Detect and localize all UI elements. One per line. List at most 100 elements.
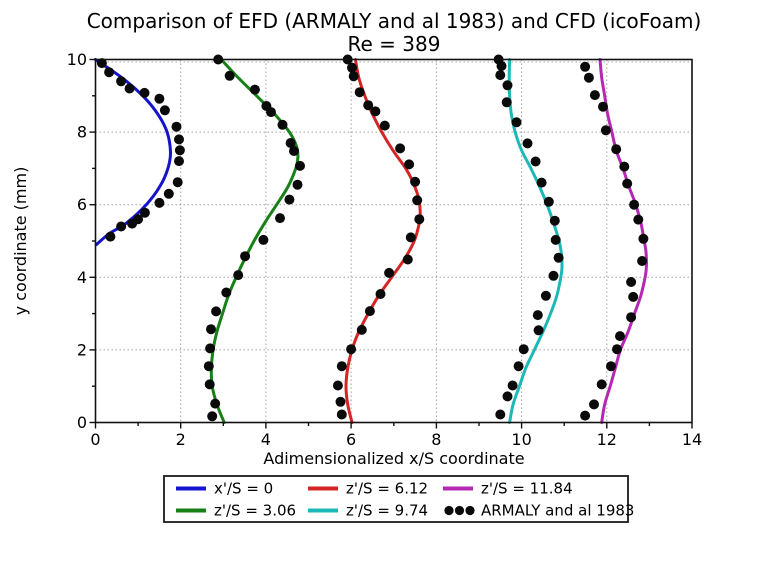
efd-dot: [174, 145, 185, 156]
efd-dot: [163, 188, 174, 199]
efd-dot: [598, 101, 608, 112]
legend-label: z'/S = 11.84: [481, 480, 573, 498]
efd-dot: [543, 196, 554, 207]
efd-dot: [629, 199, 640, 210]
legend-label: z'/S = 9.74: [346, 502, 428, 520]
efd-dot: [379, 120, 390, 131]
x-tick-label: 8: [431, 430, 441, 449]
efd-dot: [266, 107, 276, 118]
efd-dot: [139, 87, 150, 98]
efd-dot: [127, 218, 138, 229]
efd-dot: [507, 380, 518, 391]
efd-dot: [347, 62, 357, 73]
efd-dot: [174, 134, 184, 145]
efd-dot: [633, 214, 644, 225]
efd-dot: [502, 80, 513, 91]
efd-dot: [124, 83, 135, 94]
efd-dot: [292, 179, 303, 190]
efd-dot: [626, 312, 637, 323]
efd-dot: [600, 125, 611, 136]
efd-dot: [105, 231, 116, 242]
legend-dots-marker: [454, 505, 465, 516]
efd-dot: [285, 138, 296, 148]
x-tick-label: 6: [346, 430, 356, 449]
efd-dot: [172, 177, 183, 188]
efd-dot: [249, 84, 260, 95]
legend-dots-marker: [444, 505, 454, 516]
efd-dot: [203, 361, 214, 372]
efd-dot: [518, 344, 529, 355]
efd-dot: [513, 361, 524, 372]
legend-dots-marker: [465, 505, 475, 516]
efd-dot: [370, 106, 381, 117]
efd-dot: [207, 411, 218, 422]
efd-dot: [104, 67, 115, 78]
efd-dot: [174, 156, 184, 167]
efd-dot: [540, 290, 551, 301]
efd-dot: [96, 58, 107, 69]
efd-dot: [335, 396, 346, 407]
efd-dot: [530, 156, 541, 167]
chart-subtitle: Re = 389: [348, 32, 441, 56]
plot-area: 0 2 4 6 8 10 12 14 0 2 4 6 8 10: [67, 50, 703, 449]
ticks: [89, 58, 693, 429]
efd-dot: [240, 251, 251, 262]
x-tick-label: 2: [176, 430, 186, 449]
efd-dot: [405, 232, 416, 243]
efd-dot: [611, 144, 622, 155]
legend-item: z'/S = 3.06: [176, 502, 296, 520]
efd-dot: [495, 409, 506, 420]
efd-dots-station-5: [580, 61, 649, 421]
legend-item: x'/S = 0: [176, 480, 273, 498]
efd-dot: [404, 159, 415, 170]
efd-dot: [583, 72, 594, 83]
efd-dot: [395, 143, 406, 154]
grid: [95, 59, 692, 423]
y-tick-label: 10: [67, 50, 87, 69]
efd-dot: [258, 234, 269, 245]
efd-dot: [277, 119, 288, 130]
y-tick-label: 4: [77, 268, 87, 287]
legend-label: z'/S = 6.12: [346, 480, 428, 498]
efd-dot: [375, 289, 386, 299]
efd-dot: [354, 87, 365, 98]
efd-dot: [638, 233, 649, 244]
efd-dot: [580, 410, 591, 421]
efd-dot: [548, 270, 559, 281]
efd-dot: [532, 310, 543, 321]
efd-dot: [356, 324, 367, 335]
efd-dots-station-1: [96, 58, 185, 242]
efd-dot: [402, 254, 413, 265]
efd-dot: [154, 197, 165, 208]
efd-dot: [384, 267, 395, 278]
x-tick-label: 14: [682, 430, 702, 449]
efd-dot: [550, 234, 561, 245]
efd-dot: [580, 61, 591, 72]
efd-dot: [346, 344, 357, 355]
x-tick-label: 12: [597, 430, 617, 449]
efd-dot: [348, 71, 359, 82]
efd-dot: [596, 379, 607, 390]
efd-dot: [364, 306, 375, 317]
efd-dot: [289, 146, 299, 156]
efd-dot: [221, 287, 232, 298]
efd-dot: [211, 306, 222, 317]
efd-dot: [553, 252, 564, 263]
efd-dot: [336, 361, 347, 372]
cfd-curve-5: [598, 58, 648, 424]
efd-dot: [205, 343, 216, 354]
efd-dot: [204, 379, 215, 390]
chart-title: Comparison of EFD (ARMALY and al 1983) a…: [87, 9, 702, 33]
efd-dot: [206, 324, 216, 335]
y-tick-label: 6: [77, 195, 87, 214]
efd-dot: [637, 256, 648, 266]
legend-label: z'/S = 3.06: [214, 502, 296, 520]
efd-dot: [619, 161, 630, 172]
efd-dot: [363, 100, 374, 111]
efd-dot: [495, 70, 506, 81]
legend: x'/S = 0 z'/S = 3.06 z'/S = 6.12 z'/S = 9.7…: [163, 475, 634, 523]
efd-dot: [410, 176, 421, 187]
efd-dot: [502, 391, 513, 402]
